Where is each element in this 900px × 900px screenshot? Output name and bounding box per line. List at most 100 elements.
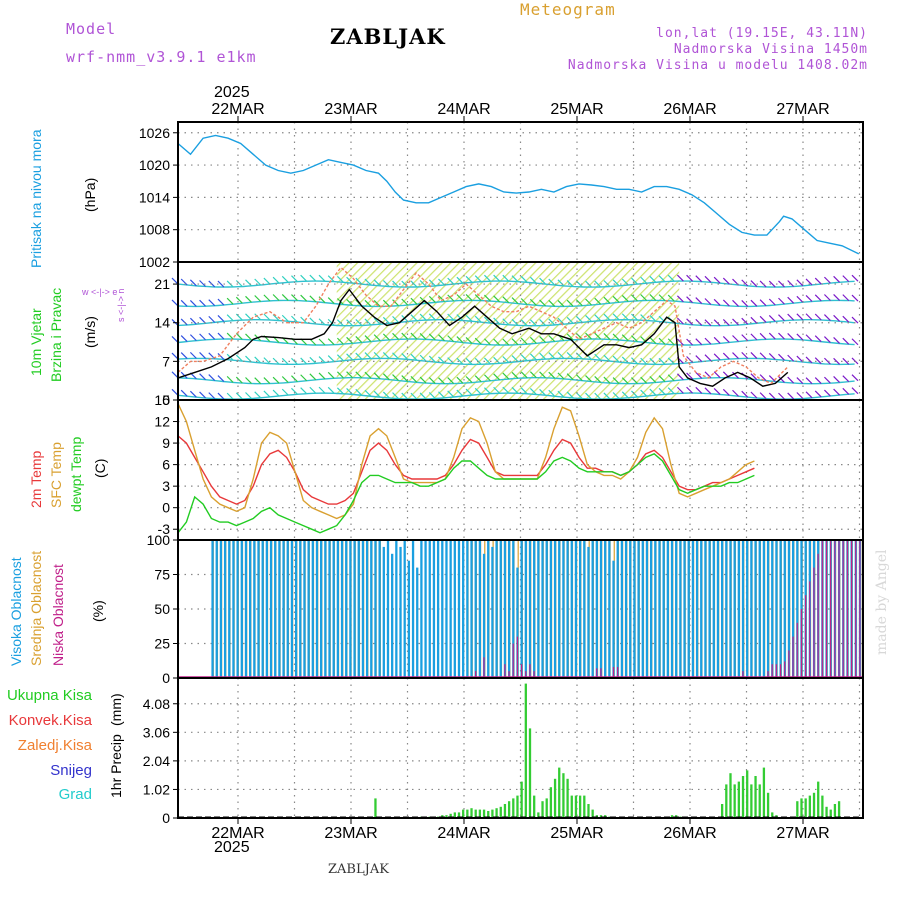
- wind-barb: [759, 315, 767, 323]
- cloud-bar: [311, 540, 314, 678]
- wind-barb: [263, 357, 271, 365]
- cloud-bar: [553, 540, 557, 678]
- wind-barb: [557, 279, 565, 287]
- y-tick-label: 0: [162, 810, 170, 826]
- wind-barb: [493, 386, 501, 394]
- wind-barb: [199, 280, 206, 287]
- wind-row-line: [177, 377, 855, 385]
- wind-barb: [199, 299, 206, 307]
- wind-barb: [658, 387, 666, 395]
- wind-barb: [226, 297, 234, 305]
- wind-barb: [318, 274, 326, 282]
- wind-barb: [713, 276, 721, 284]
- cloud-bar: [830, 540, 832, 678]
- wind-barb: [833, 293, 841, 301]
- wind-barb: [658, 275, 666, 283]
- wind-barb: [603, 313, 611, 321]
- wind-barb: [603, 354, 611, 362]
- wind-barb: [686, 338, 694, 346]
- wind-barb: [805, 334, 813, 342]
- cloud-bar: [570, 540, 573, 678]
- cloud-bar: [516, 567, 519, 678]
- precip-bar: [821, 795, 824, 818]
- wind-barb: [208, 392, 216, 400]
- wind-barb: [640, 314, 648, 321]
- cloud-bar: [370, 540, 373, 678]
- wind-row-line: [177, 392, 855, 400]
- wind-barb: [235, 354, 243, 362]
- wind-barb: [585, 315, 592, 322]
- precip-bar: [499, 806, 502, 818]
- wind-barb: [631, 335, 638, 343]
- wind-barb: [649, 388, 657, 396]
- wind-barb: [474, 315, 482, 323]
- wind-barb: [750, 299, 758, 307]
- wind-barb: [667, 338, 675, 346]
- cloud-bar: [257, 540, 260, 678]
- cloud-bar: [211, 540, 214, 678]
- cloud-bar: [788, 650, 790, 678]
- precip-bar: [837, 801, 841, 818]
- precip-bar: [520, 781, 523, 818]
- cloud-bar: [462, 540, 465, 678]
- wind-barb: [640, 276, 648, 284]
- cloud-bar: [286, 540, 289, 678]
- legend-zaledj-kisa: Zaledj.Kisa: [17, 737, 92, 754]
- cloud-bar: [470, 540, 473, 678]
- wind-barb: [649, 314, 657, 322]
- wind-barb: [300, 374, 308, 382]
- cloud-bar: [813, 567, 815, 678]
- precip-bar: [533, 795, 536, 818]
- wind-barb: [199, 391, 206, 399]
- cloud-bar: [633, 540, 636, 678]
- wind-barb: [658, 294, 666, 302]
- wind-barb: [557, 390, 565, 398]
- cloud-bar: [741, 540, 745, 678]
- wind-barb: [245, 313, 252, 321]
- wind-barb: [382, 316, 390, 324]
- wind-barb: [842, 315, 850, 323]
- wind-barb: [511, 338, 519, 346]
- wind-barb: [704, 298, 712, 305]
- wind-barb: [511, 275, 519, 283]
- cloud-bar: [336, 540, 340, 678]
- wind-barb: [676, 386, 684, 394]
- cloud-bar: [587, 546, 590, 678]
- wind-row-line: [177, 318, 855, 327]
- wind-barb: [254, 377, 262, 385]
- legend-grad: Grad: [58, 786, 92, 803]
- precip-bar: [503, 804, 507, 818]
- cloud-bar: [290, 540, 294, 678]
- cloud-bar: [612, 560, 615, 678]
- wind-barb: [778, 353, 785, 361]
- wind-barb: [621, 391, 629, 399]
- cloud-bar: [850, 540, 853, 678]
- wind-barb: [805, 278, 813, 286]
- wind-barb: [474, 387, 482, 395]
- wind-barb: [382, 391, 390, 399]
- cloud-bar: [695, 540, 699, 678]
- wind-barb: [842, 375, 850, 383]
- cloud-bar: [232, 540, 235, 678]
- wind-barb: [529, 388, 537, 395]
- wind-barb: [585, 332, 592, 340]
- wind-barb: [346, 336, 354, 344]
- wind-barb: [713, 298, 721, 306]
- wind-barb: [419, 296, 427, 304]
- cloud-bar: [549, 540, 553, 678]
- cloud-bar: [775, 664, 777, 678]
- wind-barb: [594, 280, 602, 288]
- wind-barb: [364, 318, 372, 326]
- wind-barb: [410, 392, 418, 400]
- wind-barb: [502, 372, 510, 380]
- wind-barb: [447, 390, 455, 398]
- wind-barb: [741, 317, 749, 325]
- y-tick-label: 4.08: [143, 696, 170, 712]
- cloud-bar: [278, 540, 281, 678]
- wind-barb: [447, 335, 455, 343]
- wind-barb: [658, 375, 666, 383]
- wind-barb: [502, 356, 510, 363]
- wind-barb: [465, 275, 473, 283]
- precip-bar: [553, 778, 557, 818]
